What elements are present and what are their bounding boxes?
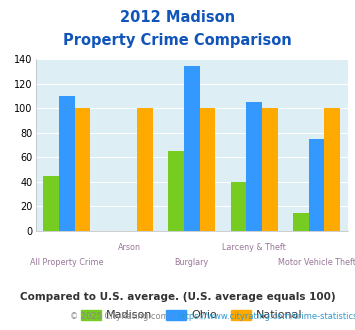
Bar xyxy=(231,182,246,231)
Legend: Madison, Ohio, National: Madison, Ohio, National xyxy=(76,305,307,325)
Bar xyxy=(309,139,324,231)
Text: All Property Crime: All Property Crime xyxy=(30,258,104,267)
Bar xyxy=(59,96,75,231)
Text: Motor Vehicle Theft: Motor Vehicle Theft xyxy=(278,258,355,267)
Text: Property Crime Comparison: Property Crime Comparison xyxy=(63,33,292,48)
Text: Larceny & Theft: Larceny & Theft xyxy=(222,243,286,252)
Bar xyxy=(246,102,262,231)
Text: © 2025 CityRating.com -: © 2025 CityRating.com - xyxy=(71,312,178,321)
Bar xyxy=(137,109,153,231)
Text: Burglary: Burglary xyxy=(175,258,209,267)
Text: 2012 Madison: 2012 Madison xyxy=(120,10,235,25)
Bar xyxy=(293,213,309,231)
Bar xyxy=(75,109,90,231)
Bar xyxy=(324,109,340,231)
Text: Compared to U.S. average. (U.S. average equals 100): Compared to U.S. average. (U.S. average … xyxy=(20,292,335,302)
Text: https://www.cityrating.com/crime-statistics/: https://www.cityrating.com/crime-statist… xyxy=(178,312,355,321)
Bar xyxy=(200,109,215,231)
Text: Arson: Arson xyxy=(118,243,141,252)
Bar xyxy=(168,151,184,231)
Bar xyxy=(262,109,278,231)
Bar xyxy=(184,66,200,231)
Bar xyxy=(43,176,59,231)
